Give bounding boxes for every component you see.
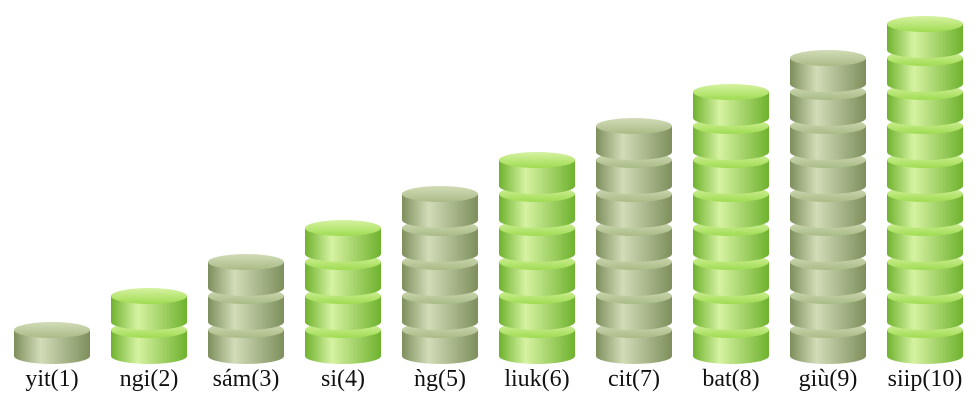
column-label-4: si(4) xyxy=(321,366,365,392)
disk-side xyxy=(693,262,769,296)
disk-side xyxy=(887,92,963,126)
disk-side xyxy=(402,296,478,330)
disk xyxy=(14,322,90,364)
disk-side xyxy=(596,160,672,194)
disk-top xyxy=(887,16,963,32)
disk-side xyxy=(208,296,284,330)
disk-side xyxy=(790,330,866,364)
disk xyxy=(111,288,187,330)
disk xyxy=(208,254,284,296)
disk-side xyxy=(790,228,866,262)
disk-side xyxy=(499,330,575,364)
disk-side xyxy=(693,228,769,262)
disk-stack-7 xyxy=(596,118,672,364)
disk-side xyxy=(14,330,90,364)
disk-stack-5 xyxy=(402,186,478,364)
disk-side xyxy=(499,228,575,262)
disk-side xyxy=(887,126,963,160)
disk-stack-2 xyxy=(111,288,187,364)
column-label-10: siip(10) xyxy=(887,366,963,392)
disk-stack-3 xyxy=(208,254,284,364)
disk-stack-10 xyxy=(887,16,963,364)
disk-side xyxy=(596,296,672,330)
disk-side xyxy=(111,296,187,330)
disk-side xyxy=(693,296,769,330)
disk-side xyxy=(790,58,866,92)
disk-side xyxy=(790,160,866,194)
disk xyxy=(693,84,769,126)
disk xyxy=(887,16,963,58)
disk-top xyxy=(402,186,478,202)
disk-side xyxy=(887,58,963,92)
disk-side xyxy=(499,194,575,228)
disk-side xyxy=(693,160,769,194)
disk-side xyxy=(402,262,478,296)
disk-side xyxy=(790,194,866,228)
disk-top xyxy=(693,84,769,100)
column-label-7: cit(7) xyxy=(608,366,660,392)
disk-top xyxy=(111,288,187,304)
disk-side xyxy=(887,24,963,58)
disk-side xyxy=(887,160,963,194)
disk-side xyxy=(887,330,963,364)
disk-side xyxy=(499,160,575,194)
disk xyxy=(499,152,575,194)
disk xyxy=(305,220,381,262)
disk-side xyxy=(305,330,381,364)
column-label-2: ngi(2) xyxy=(119,366,179,392)
column-label-3: sám(3) xyxy=(212,366,280,392)
disk-side xyxy=(693,330,769,364)
disk xyxy=(790,50,866,92)
disk-side xyxy=(790,126,866,160)
disk-side xyxy=(596,262,672,296)
disk-top xyxy=(596,118,672,134)
column-label-5: ǹg(5) xyxy=(414,366,466,392)
column-label-8: bat(8) xyxy=(702,366,760,392)
disk-side xyxy=(693,126,769,160)
disk-side xyxy=(499,296,575,330)
disk-top xyxy=(14,322,90,338)
disk-top xyxy=(499,152,575,168)
column-label-6: liuk(6) xyxy=(504,366,570,392)
disk-side xyxy=(887,228,963,262)
column-label-9: giù(9) xyxy=(798,366,858,392)
disk-side xyxy=(887,194,963,228)
disk-side xyxy=(790,92,866,126)
disk-side xyxy=(499,262,575,296)
disk-side xyxy=(596,126,672,160)
disk-side xyxy=(790,262,866,296)
disk-side xyxy=(111,330,187,364)
disk-stack-6 xyxy=(499,152,575,364)
column-label-1: yit(1) xyxy=(25,366,79,392)
disk-side xyxy=(402,194,478,228)
disk-top xyxy=(790,50,866,66)
disk-side xyxy=(596,228,672,262)
disk-stack-8 xyxy=(693,84,769,364)
disk xyxy=(402,186,478,228)
disk-side xyxy=(887,296,963,330)
disk-side xyxy=(305,262,381,296)
disk-top xyxy=(305,220,381,236)
disk-top xyxy=(208,254,284,270)
disk xyxy=(596,118,672,160)
disk-side xyxy=(208,330,284,364)
disk-stack-1 xyxy=(14,322,90,364)
disk-side xyxy=(693,92,769,126)
disk-side xyxy=(790,296,866,330)
disk-side xyxy=(402,330,478,364)
disk-side xyxy=(305,228,381,262)
disk-side xyxy=(208,262,284,296)
disk-side xyxy=(887,262,963,296)
disk-side xyxy=(693,194,769,228)
disk-stack-4 xyxy=(305,220,381,364)
disk-side xyxy=(596,194,672,228)
disk-stack-9 xyxy=(790,50,866,364)
disk-side xyxy=(402,228,478,262)
disk-side xyxy=(596,330,672,364)
disk-side xyxy=(305,296,381,330)
